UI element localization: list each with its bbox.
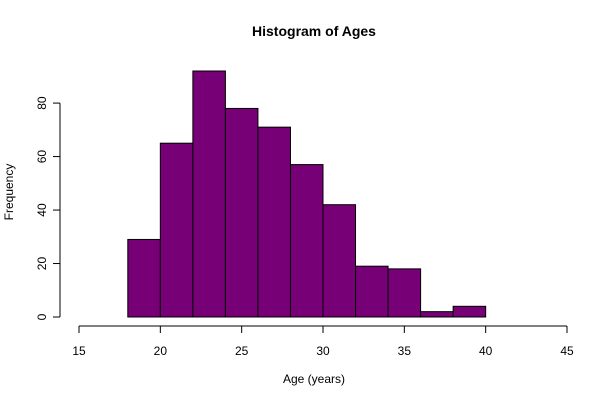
y-tick-label: 40 <box>35 203 49 217</box>
histogram-bar-22-24 <box>192 70 226 318</box>
histogram-bar-24-26 <box>224 107 259 318</box>
x-tick-label: 30 <box>316 344 330 358</box>
histogram-bar-30-32 <box>322 204 357 318</box>
x-tick-label: 40 <box>479 344 493 358</box>
x-tick-label: 45 <box>560 344 574 358</box>
y-axis-label: Frequency <box>2 164 16 221</box>
histogram-bar-28-30 <box>289 164 324 318</box>
x-tick-label: 15 <box>72 344 86 358</box>
x-tick-label: 35 <box>398 344 412 358</box>
x-tick-label: 20 <box>154 344 168 358</box>
bars-group <box>127 70 487 318</box>
y-tick-label: 60 <box>35 150 49 164</box>
histogram-bar-20-22 <box>159 142 194 318</box>
histogram-bar-26-28 <box>257 126 291 318</box>
x-axis-label: Age (years) <box>283 372 345 386</box>
y-axis: 0 20 40 60 80 <box>35 96 61 320</box>
y-tick-label: 0 <box>35 313 49 320</box>
histogram-bar-36-38 <box>420 311 454 318</box>
x-tick-label: 25 <box>235 344 249 358</box>
chart-title: Histogram of Ages <box>252 23 376 39</box>
y-tick-label: 20 <box>35 257 49 271</box>
histogram-bar-34-36 <box>387 268 422 318</box>
y-tick-label: 80 <box>35 96 49 110</box>
histogram-bar-18-20 <box>127 238 161 318</box>
x-axis: 15 20 25 30 35 40 45 <box>72 325 574 358</box>
histogram-bar-32-34 <box>355 265 389 318</box>
histogram-bar-38-40 <box>452 305 487 318</box>
